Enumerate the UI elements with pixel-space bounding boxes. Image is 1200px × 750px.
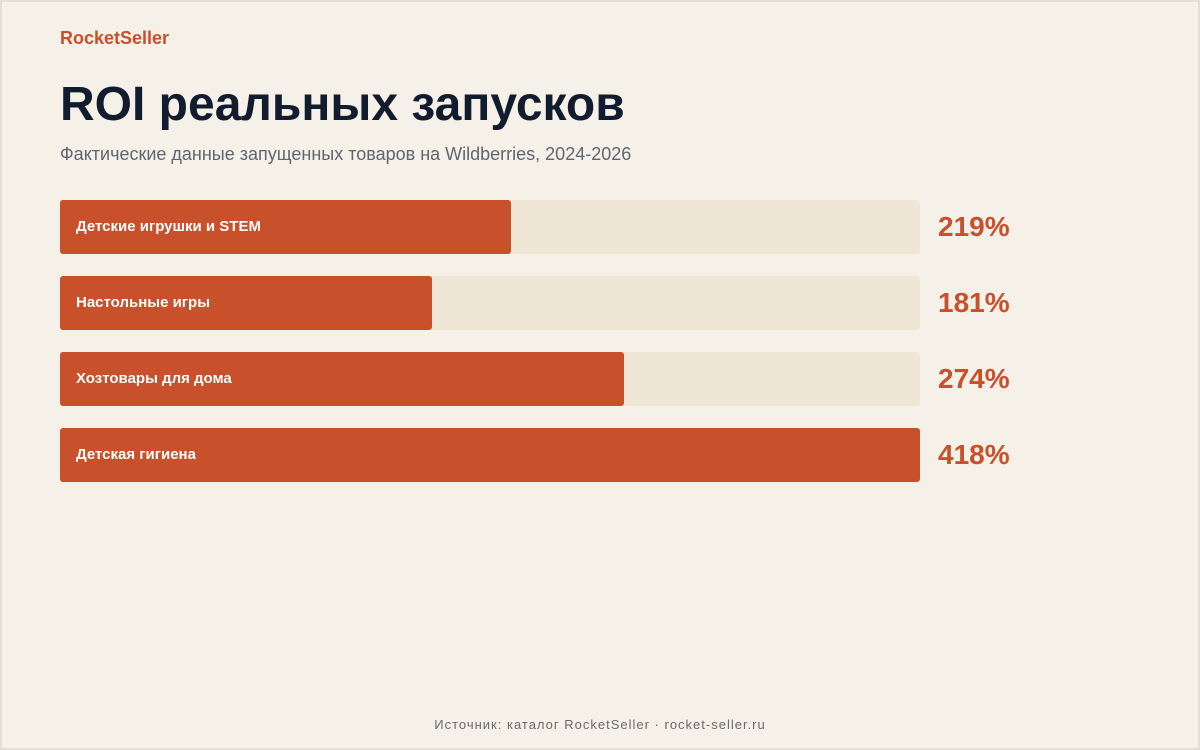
value-label: 181% — [938, 287, 1010, 318]
category-label: Детские игрушки и STEM — [76, 218, 261, 235]
bar — [60, 352, 624, 406]
chart-subtitle: Фактические данные запущенных товаров на… — [60, 144, 632, 164]
bar-chart: Детские игрушки и STEM 219% Настольные игр… — [60, 200, 1140, 490]
value-label: 418% — [938, 439, 1010, 470]
bar-row: Детские игрушки и STEM 219% — [60, 200, 1140, 254]
category-label: Детская гигиена — [76, 446, 196, 463]
brand-logo: RocketSeller — [60, 28, 170, 48]
value-label: 274% — [938, 363, 1010, 394]
bar — [60, 276, 432, 330]
category-label: Хозтовары для дома — [76, 370, 232, 387]
bar-track — [60, 428, 920, 482]
bar-row: Детская гигиена 418% — [60, 428, 1140, 482]
bar-track — [60, 200, 920, 254]
bar-row: Хозтовары для дома 274% — [60, 352, 1140, 406]
bar-row: Настольные игры 181% — [60, 276, 1140, 330]
category-label: Настольные игры — [76, 294, 211, 311]
bar — [60, 428, 920, 482]
source-footer: Источник: каталог RocketSeller · rocket-… — [434, 717, 766, 732]
bar-track — [60, 352, 920, 406]
chart-title: ROI реальных запусков — [60, 78, 625, 131]
bar — [60, 200, 511, 254]
bar-track — [60, 276, 920, 330]
value-label: 219% — [938, 211, 1010, 242]
